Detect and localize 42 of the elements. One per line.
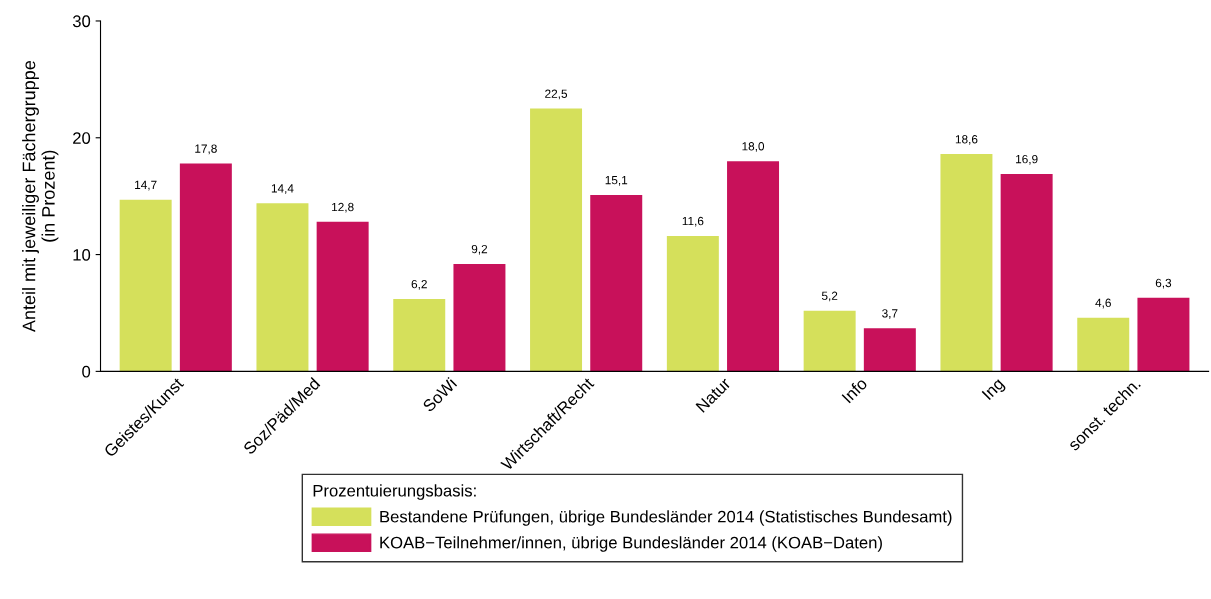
y-axis-title: Anteil mit jeweiliger Fächergruppe (in Prozent) [22,60,59,333]
y-tick-label: 0 [82,365,91,378]
bar [727,161,780,372]
bar [256,203,309,372]
legend-title: Prozentuierungsbasis: [313,484,476,500]
data-label: 18,6 [955,135,978,145]
data-label: 5,2 [821,291,838,302]
bar [393,298,446,372]
data-label: 12,8 [332,202,354,213]
bar [119,199,172,372]
bar [179,163,232,372]
bar [863,328,916,372]
bar [590,195,643,372]
bar [666,235,719,372]
data-label: 22,5 [545,89,568,100]
data-label: 16,9 [1016,154,1038,165]
data-label: 15,1 [605,176,628,186]
bar [803,310,856,372]
legend-label: Bestandene Prüfungen, übrige Bundesländer 2014 (Statistisches Bundesamt) [380,510,952,526]
data-label: 18,0 [742,142,765,152]
y-tick-label: 20 [73,132,91,144]
data-label: 14,4 [271,184,294,194]
bar [1000,173,1053,372]
bar [453,263,506,372]
data-label: 9,2 [471,244,488,255]
data-label: 3,7 [882,309,898,319]
y-tick-label: 10 [73,248,91,261]
legend-label: KOAB−Teilnehmer/innen, übrige Bundesländer 2014 (KOAB−Daten) [380,536,882,552]
data-label: 6,2 [411,279,427,290]
bar [316,221,369,372]
y-tick-label: 30 [72,15,91,28]
data-label: 11,6 [682,216,704,227]
data-label: 4,6 [1095,298,1111,309]
x-tick-label: Info [841,376,868,404]
x-tick-label: Ing [981,377,1007,403]
bar [1137,297,1190,372]
data-label: 17,8 [195,144,217,155]
data-label: 14,7 [135,180,157,191]
bar [1077,317,1130,372]
bar [940,154,993,372]
bar [530,108,583,372]
data-label: 6,3 [1155,278,1172,289]
